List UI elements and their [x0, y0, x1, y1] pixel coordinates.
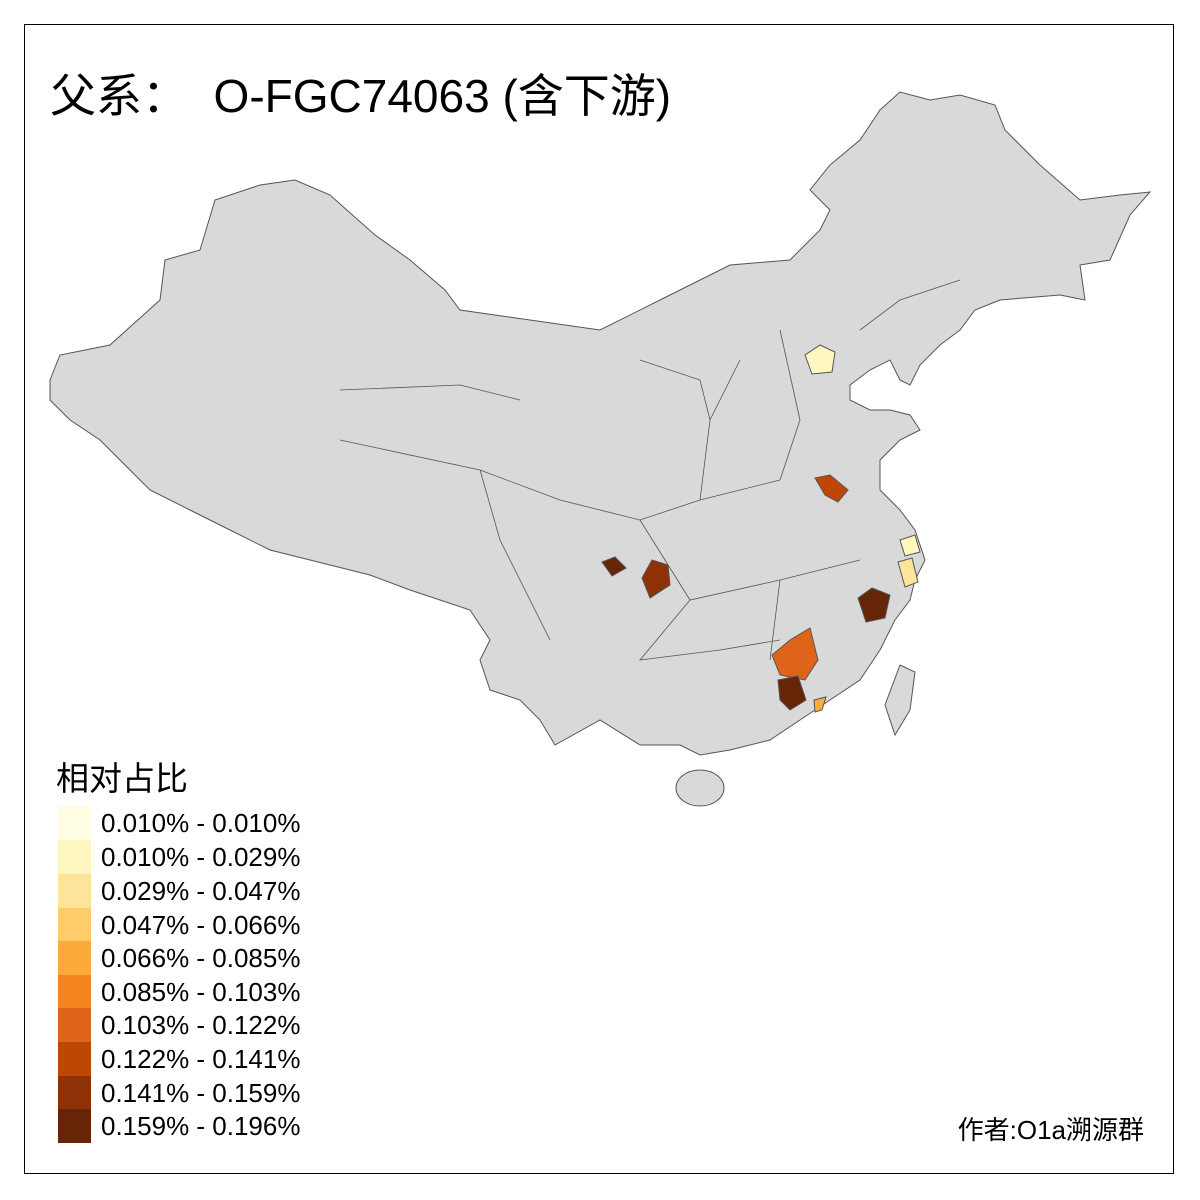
- region-xuzhou: [814, 474, 849, 503]
- region-guangdong-north: [777, 675, 807, 711]
- legend-item: 0.047% - 0.066%: [58, 908, 300, 942]
- region-shanghai-north: [899, 534, 921, 557]
- legend-item: 0.066% - 0.085%: [58, 941, 300, 975]
- region-chongqing: [641, 559, 671, 599]
- region-jiangxi: [771, 627, 819, 681]
- legend-swatch: [58, 1008, 91, 1042]
- legend-swatch: [58, 908, 91, 942]
- legend-swatch: [58, 806, 91, 840]
- legend-item: 0.085% - 0.103%: [58, 975, 300, 1009]
- taiwan: [884, 664, 916, 737]
- legend-swatch: [58, 874, 91, 908]
- hainan: [675, 769, 725, 807]
- legend-label: 0.047% - 0.066%: [101, 909, 301, 940]
- legend-item: 0.122% - 0.141%: [58, 1042, 300, 1076]
- region-shanghai-south: [897, 557, 919, 588]
- legend-swatch: [58, 1076, 91, 1110]
- region-guangdong-east: [813, 696, 827, 713]
- map-title: 父系： O-FGC74063 (含下游): [50, 70, 672, 122]
- legend-label: 0.159% - 0.196%: [101, 1110, 301, 1141]
- legend-item: 0.159% - 0.196%: [58, 1109, 300, 1143]
- legend-label: 0.103% - 0.122%: [101, 1009, 301, 1040]
- legend-swatch: [58, 1042, 91, 1076]
- legend-item: 0.010% - 0.029%: [58, 840, 300, 874]
- author-credit: 作者:O1a溯源群: [957, 1115, 1144, 1145]
- legend-swatch: [58, 975, 91, 1009]
- legend-label: 0.066% - 0.085%: [101, 942, 301, 973]
- legend-title: 相对占比: [56, 759, 188, 798]
- region-beijing: [804, 344, 836, 375]
- legend-label: 0.029% - 0.047%: [101, 875, 301, 906]
- legend-item: 0.103% - 0.122%: [58, 1008, 300, 1042]
- legend-label: 0.010% - 0.029%: [101, 841, 301, 872]
- legend-item: 0.141% - 0.159%: [58, 1076, 300, 1110]
- legend-label: 0.141% - 0.159%: [101, 1077, 301, 1108]
- map-frame: [24, 24, 1174, 1174]
- legend-swatch: [58, 840, 91, 874]
- legend-swatch: [58, 1109, 91, 1143]
- province-borders: [339, 279, 961, 661]
- legend-item: 0.029% - 0.047%: [58, 874, 300, 908]
- legend-item: 0.010% - 0.010%: [58, 806, 300, 840]
- legend-swatch: [58, 941, 91, 975]
- region-zhejiang: [857, 587, 891, 623]
- legend-label: 0.010% - 0.010%: [101, 807, 301, 838]
- legend-label: 0.085% - 0.103%: [101, 976, 301, 1007]
- china-mainland: [49, 91, 1152, 756]
- region-west-chongqing: [601, 556, 627, 577]
- legend-label: 0.122% - 0.141%: [101, 1043, 301, 1074]
